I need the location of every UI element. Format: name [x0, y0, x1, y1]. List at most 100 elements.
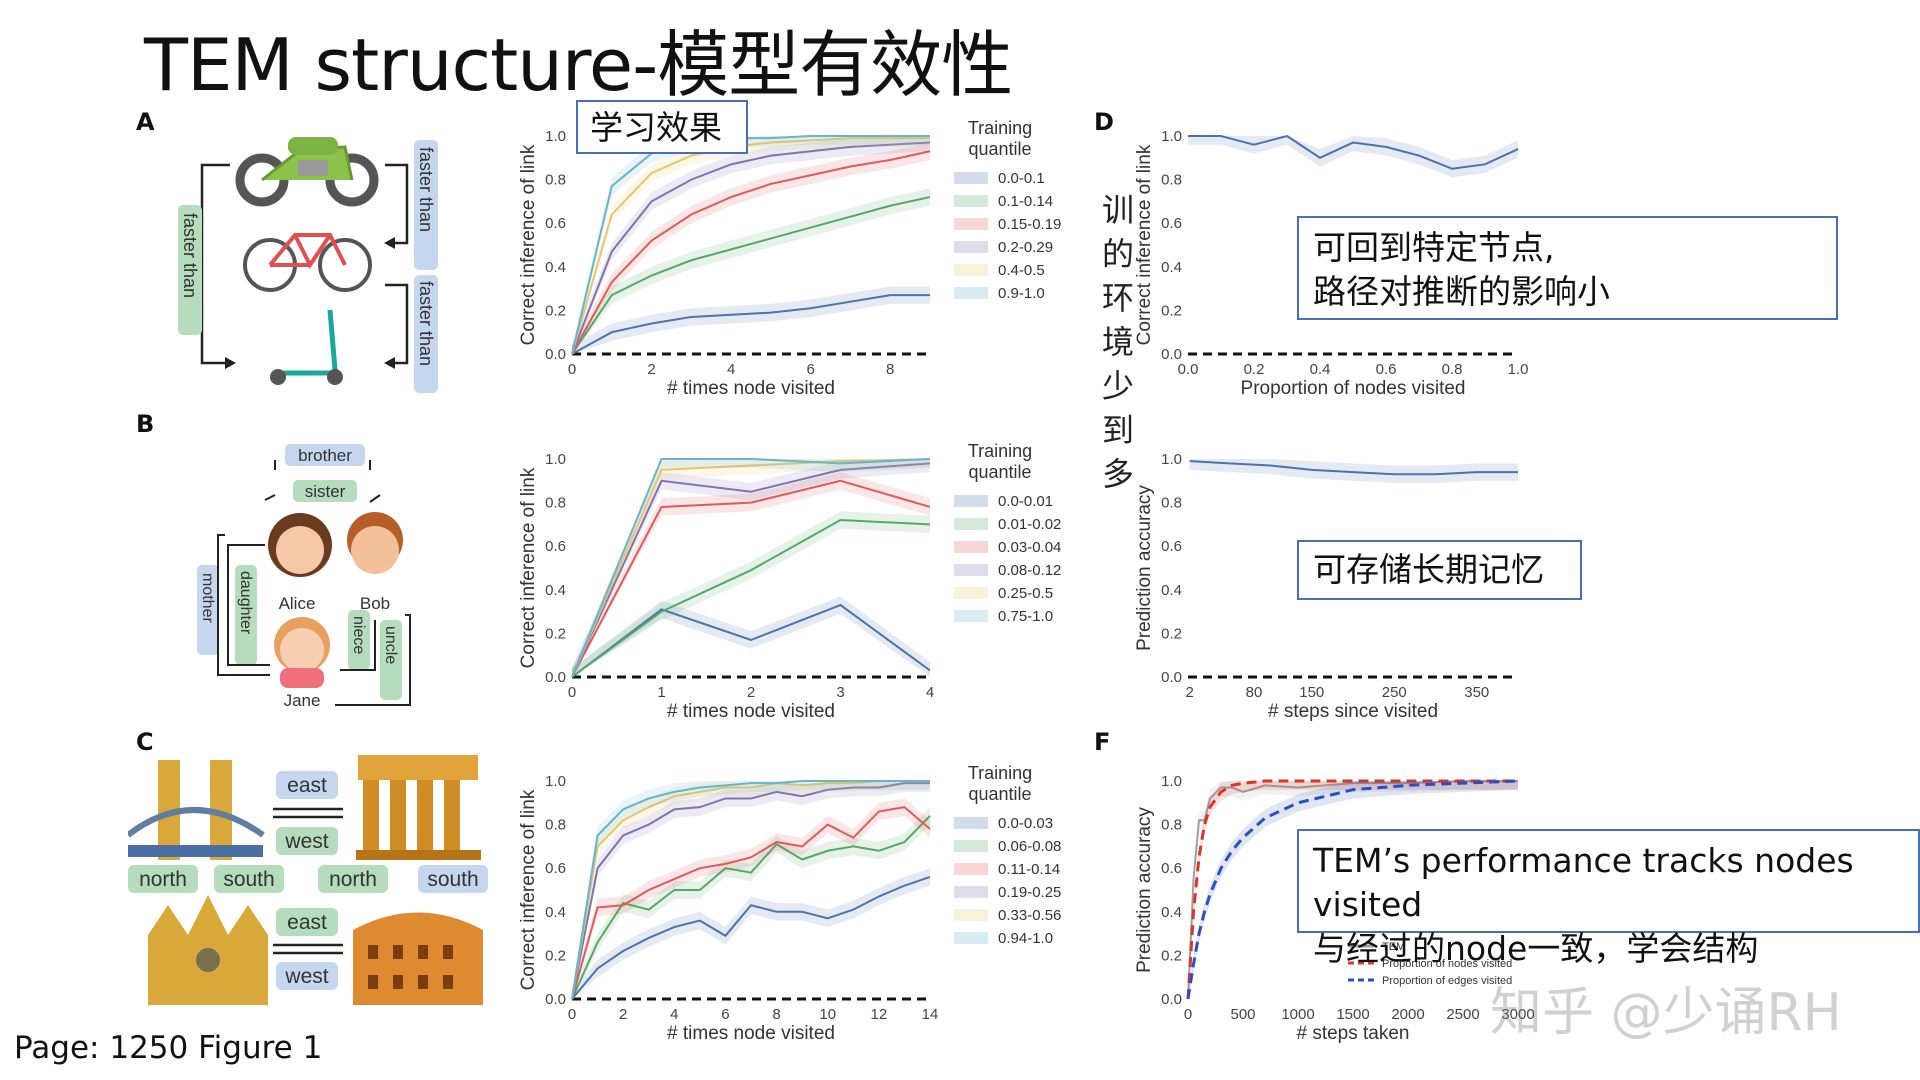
series-band-0.11-0.14	[572, 798, 930, 999]
tag-west-bottom: west	[284, 965, 328, 988]
legend-swatch	[954, 817, 988, 829]
legend-swatch	[954, 541, 988, 553]
series-line-0.75-1.0	[571, 458, 931, 678]
motorbike-icon	[235, 137, 379, 207]
colosseum-icon	[353, 912, 483, 1005]
series-band-0.2-0.29	[572, 136, 930, 354]
legend-swatch	[954, 518, 988, 530]
x-tick-label: 6	[806, 361, 814, 378]
y-tick-label: 1.0	[545, 128, 566, 145]
x-tick-label: 8	[886, 361, 894, 378]
B-chart-group: 0.0 0.2 0.4 0.6 0.8 1.0 0 1 2 3 4 # times node visi…	[518, 441, 1061, 722]
tag-north-right: north	[329, 868, 377, 891]
legend-title-1: Training	[968, 441, 1032, 461]
y-tick-label: 0.8	[1161, 817, 1182, 834]
legend-entry: 0.01-0.02	[998, 516, 1061, 533]
y-tick-label: 0.8	[545, 172, 566, 189]
y-tick-label: 0.0	[545, 991, 566, 1008]
y-tick-label: 0.2	[545, 947, 566, 964]
x-axis-label: # times node visited	[667, 701, 835, 722]
legend-entry: 0.08-0.12	[998, 562, 1061, 579]
x-tick-label: 8	[772, 1006, 780, 1023]
tag-brother: brother	[298, 446, 352, 465]
x-tick-label: 0.2	[1244, 361, 1265, 378]
callout-e: 可存储长期记忆	[1297, 540, 1582, 600]
x-tick-label: 0.0	[1178, 361, 1199, 378]
diagram-c-cities: east west north south north south east w…	[128, 755, 488, 1005]
tag-west-top: west	[284, 830, 328, 853]
y-tick-label: 0.4	[545, 582, 566, 599]
page-note: Page: 1250 Figure 1	[14, 1030, 323, 1066]
series-line-0.15-0.19	[571, 150, 931, 355]
x-tick-label: 350	[1464, 684, 1489, 701]
tag-sister: sister	[305, 482, 346, 501]
x-axis-label: # steps taken	[1296, 1023, 1409, 1044]
y-tick-label: 0.0	[1161, 346, 1182, 363]
legend-entry: Proportion of edges visited	[1382, 975, 1512, 987]
A-chart-group: 0.0 0.2 0.4 0.6 0.8 1.0 0 2 4 6 8 # times node visi…	[518, 118, 1061, 399]
series-line-0.0-0.03	[571, 875, 931, 1000]
y-axis-label: Correct inference of link	[1134, 144, 1155, 345]
legend-entry: 0.2-0.29	[998, 239, 1053, 256]
series-line-0.4-0.5	[571, 137, 930, 355]
x-tick-label: 4	[926, 684, 934, 701]
tag-niece: niece	[350, 616, 367, 654]
tag-east-top: east	[287, 774, 327, 797]
x-tick-label: 4	[727, 361, 735, 378]
series-line-0.11-0.14	[571, 806, 931, 1000]
x-tick-label: 2	[747, 684, 755, 701]
series-line-0.25-0.5	[571, 458, 931, 678]
y-tick-label: 1.0	[1161, 451, 1182, 468]
series-line-0.0-0.01	[571, 603, 931, 678]
y-tick-label: 0.4	[1161, 259, 1182, 276]
legend-entry: 0.33-0.56	[998, 907, 1061, 924]
jane-avatar	[274, 617, 330, 688]
diagram-a-vehicles: faster than faster than faster than	[178, 137, 438, 393]
x-tick-label: 3	[836, 684, 844, 701]
x-tick-label: 2	[1185, 684, 1193, 701]
x-tick-label: 0	[568, 684, 576, 701]
x-tick-label: 1.0	[1508, 361, 1529, 378]
legend-swatch	[954, 886, 988, 898]
legend-entry: 0.25-0.5	[998, 585, 1053, 602]
legend-title-2: quantile	[968, 139, 1031, 159]
D-chart-group: 0.0 0.2 0.4 0.6 0.8 1.0 0.0 0.2 0.4 0.6 0.8 1.0 Prop…	[1134, 128, 1528, 399]
y-tick-label: 0.8	[1161, 495, 1182, 512]
label-alice: Alice	[279, 594, 316, 613]
x-tick-label: 0	[568, 361, 576, 378]
x-tick-label: 0.6	[1376, 361, 1397, 378]
x-tick-label: 1	[657, 684, 665, 701]
tower-bridge-icon	[128, 760, 265, 860]
y-tick-label: 0.0	[545, 346, 566, 363]
bicycle-icon	[243, 233, 372, 292]
x-tick-label: 10	[819, 1006, 836, 1023]
series-band-0.0-0.01	[572, 596, 930, 677]
legend-entry: TEM	[1382, 941, 1405, 953]
y-tick-label: 0.6	[545, 538, 566, 555]
legend-swatch	[954, 195, 988, 207]
tag-south-left: south	[223, 868, 274, 891]
x-axis-label: # times node visited	[667, 1023, 835, 1044]
callout-d-line2: 路径对推断的影响小	[1313, 272, 1610, 311]
y-tick-label: 0.6	[545, 215, 566, 232]
series-line-TEM	[1189, 460, 1518, 476]
tag-south-right: south	[427, 868, 478, 891]
cathedral-icon	[148, 895, 268, 1005]
x-tick-label: 12	[871, 1006, 888, 1023]
series-band-0.06-0.08	[572, 807, 930, 999]
series-line-Proportion of nodes visited	[1186, 779, 1518, 1000]
legend-title-2: quantile	[968, 784, 1031, 804]
y-tick-label: 1.0	[545, 773, 566, 790]
y-tick-label: 0.6	[545, 860, 566, 877]
y-tick-label: 0.8	[545, 495, 566, 512]
x-tick-label: 0.4	[1310, 361, 1331, 378]
legend-swatch	[954, 610, 988, 622]
alice-avatar	[268, 513, 332, 577]
diagram-b-family: brother sister Alice Bob Jane mother dau…	[197, 444, 411, 710]
x-tick-label: 14	[922, 1006, 939, 1023]
series-line-0.06-0.08	[571, 815, 931, 1000]
legend-swatch	[954, 863, 988, 875]
series-line-0.1-0.14	[571, 196, 931, 355]
x-axis-label: Proportion of nodes visited	[1241, 378, 1466, 399]
legend-entry: 0.06-0.08	[998, 838, 1061, 855]
